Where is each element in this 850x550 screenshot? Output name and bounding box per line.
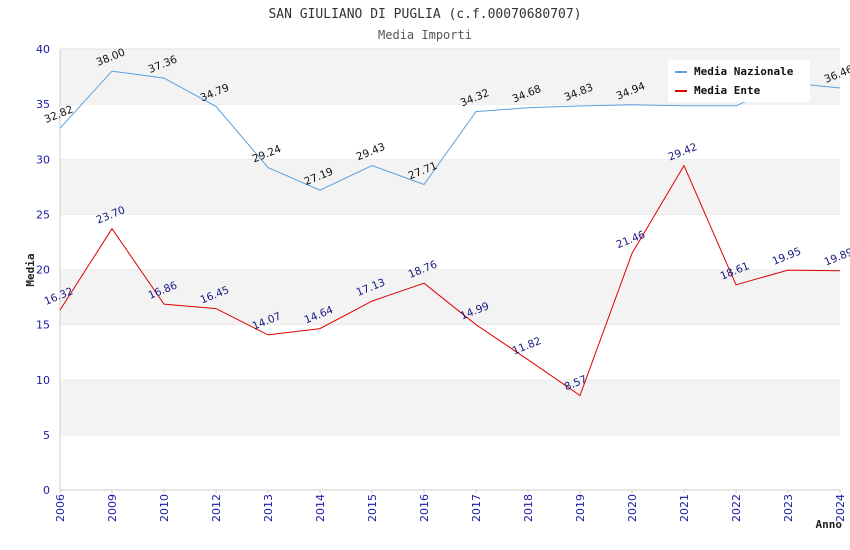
grid-band — [60, 159, 840, 215]
x-tick-label: 2016 — [418, 494, 431, 522]
x-tick-label: 2010 — [158, 494, 171, 522]
y-axis-label: Media — [24, 253, 37, 286]
legend-label-nazionale: Media Nazionale — [694, 65, 794, 78]
legend-label-ente: Media Ente — [694, 84, 761, 97]
grid-band — [60, 379, 840, 435]
grid-band — [60, 324, 840, 380]
y-tick-label: 35 — [36, 98, 50, 111]
series-line-ente — [59, 164, 841, 397]
x-tick-label: 2017 — [470, 494, 483, 522]
x-tick-label: 2019 — [574, 494, 587, 522]
x-axis-ticks: 2006 2009 2010 2012 2013 2014 2015 2016 2017 2018… — [54, 490, 847, 522]
x-tick-label: 2013 — [262, 494, 275, 522]
legend: Media Nazionale Media Ente — [668, 60, 810, 102]
series-lines — [59, 70, 841, 397]
chart-subtitle: Media Importi — [378, 28, 472, 42]
series-line-nazionale — [59, 70, 841, 191]
x-tick-label: 2009 — [106, 494, 119, 522]
grid-band — [60, 104, 840, 160]
y-tick-label: 30 — [36, 153, 50, 166]
y-tick-label: 20 — [36, 264, 50, 277]
x-tick-label: 2020 — [626, 494, 639, 522]
x-tick-label: 2021 — [678, 494, 691, 522]
y-tick-label: 0 — [43, 484, 50, 497]
y-tick-label: 5 — [43, 429, 50, 442]
x-tick-label: 2015 — [366, 494, 379, 522]
x-tick-label: 2022 — [730, 494, 743, 522]
grid-band — [60, 269, 840, 325]
x-axis-label: Anno — [816, 518, 843, 531]
y-tick-label: 25 — [36, 208, 50, 221]
chart-title: SAN GIULIANO DI PUGLIA (c.f.00070680707) — [268, 7, 581, 22]
x-tick-label: 2024 — [834, 494, 847, 522]
y-tick-label: 40 — [36, 43, 50, 56]
x-tick-label: 2014 — [314, 494, 327, 522]
x-tick-label: 2023 — [782, 494, 795, 522]
x-tick-label: 2012 — [210, 494, 223, 522]
grid-band — [60, 434, 840, 490]
grid-band — [60, 214, 840, 270]
y-tick-label: 10 — [36, 374, 50, 387]
x-tick-label: 2018 — [522, 494, 535, 522]
legend-box — [668, 60, 810, 102]
y-tick-label: 15 — [36, 319, 50, 332]
axes — [59, 49, 840, 491]
y-axis-ticks: 0 5 10 15 20 25 30 35 40 — [36, 43, 50, 497]
x-tick-label: 2006 — [54, 494, 67, 522]
